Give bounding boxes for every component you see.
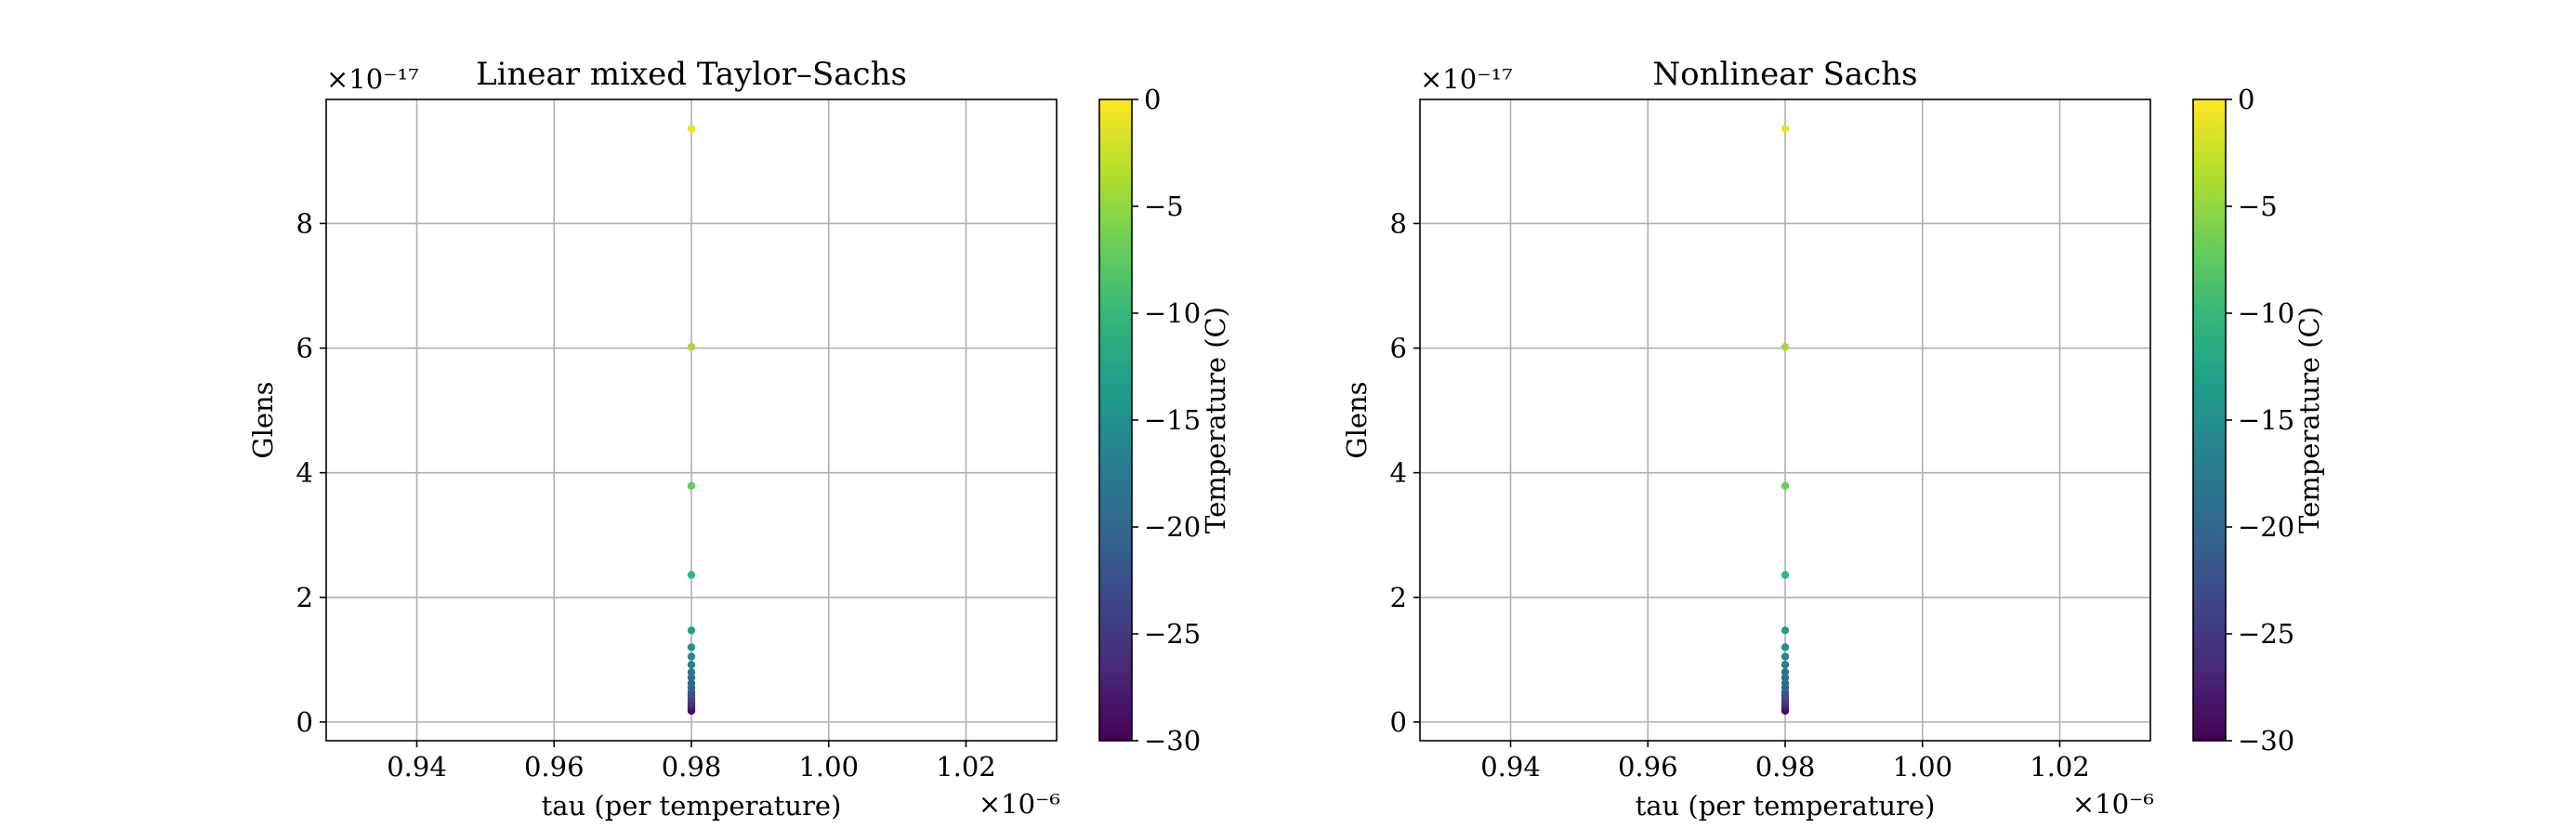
colorbar-tick-label: −30	[2238, 725, 2294, 757]
colorbar-tick-label: −25	[1144, 618, 1201, 650]
y-tick-label: 8	[296, 207, 313, 239]
x-tick-label: 1.00	[798, 751, 859, 783]
y-axis-label: Glens	[247, 381, 279, 458]
y-offset-label: ×10⁻¹⁷	[326, 63, 419, 95]
y-tick-label: 2	[296, 582, 313, 613]
x-tick-label: 0.98	[1755, 751, 1816, 783]
colorbar-tick-label: −10	[1144, 297, 1201, 329]
y-tick-label: 2	[1390, 582, 1407, 613]
x-tick-label: 1.00	[1892, 751, 1952, 783]
colorbar-tick-label: −5	[1144, 191, 1184, 222]
scatter-point	[687, 668, 696, 677]
scatter-point	[687, 679, 696, 688]
colorbar-tick-label: 0	[1144, 84, 1161, 115]
colorbar-tick-label: −30	[1144, 725, 1201, 757]
scatter-point	[687, 571, 696, 579]
x-tick-label: 0.94	[387, 751, 447, 783]
colorbar-tick-label: −20	[1144, 511, 1201, 543]
scatter-point	[687, 652, 696, 661]
scatter-point	[1781, 481, 1790, 490]
colorbar-tick-label: −5	[2238, 191, 2278, 222]
panel-linear-mixed-taylor-sachs: 0.94 0.96 0.98 1.00 1.02 0 2 4 6 8 Linear mixed Ta…	[247, 56, 1231, 822]
y-tick-label: 0	[296, 706, 313, 738]
x-offset-label: ×10⁻⁶	[979, 788, 1060, 820]
x-tick-label: 0.96	[1618, 751, 1678, 783]
scatter-point	[687, 125, 696, 133]
colorbar-tick-label: 0	[2238, 84, 2254, 115]
chart-title: Linear mixed Taylor–Sachs	[476, 56, 907, 93]
y-tick-label: 4	[1390, 457, 1407, 489]
colorbar-tick-label: −10	[2238, 297, 2294, 329]
x-axis-label: tau (per temperature)	[1636, 790, 1936, 822]
x-tick-label: 1.02	[2030, 751, 2090, 783]
scatter-point	[1781, 652, 1790, 661]
x-tick-label: 0.96	[524, 751, 585, 783]
x-tick-label: 0.98	[662, 751, 722, 783]
y-axis-label: Glens	[1341, 381, 1373, 458]
scatter-point	[687, 674, 696, 682]
y-tick-label: 0	[1390, 706, 1407, 738]
scatter-point	[1781, 571, 1790, 579]
scatter-point	[687, 643, 696, 651]
y-tick-label: 6	[1390, 333, 1407, 364]
scatter-point	[1781, 668, 1790, 677]
colorbar-label: Temperature (C)	[2293, 307, 2325, 533]
scatter-point	[1781, 343, 1790, 351]
scatter-point	[687, 481, 696, 490]
scatter-point	[1781, 125, 1790, 133]
x-offset-label: ×10⁻⁶	[2072, 788, 2154, 820]
colorbar-tick-label: −15	[2238, 404, 2294, 436]
x-tick-label: 1.02	[936, 751, 996, 783]
colorbar	[2192, 99, 2227, 742]
colorbar-tick-label: −25	[2238, 618, 2294, 650]
scatter-point	[1781, 643, 1790, 651]
chart-title: Nonlinear Sachs	[1652, 56, 1917, 93]
scatter-point	[1781, 674, 1790, 682]
scatter-point	[687, 660, 696, 669]
x-axis-label: tau (per temperature)	[542, 790, 842, 822]
scatter-point	[1781, 679, 1790, 688]
x-tick-label: 0.94	[1480, 751, 1541, 783]
colorbar	[1098, 99, 1133, 742]
colorbar-tick-label: −20	[2238, 511, 2294, 543]
y-offset-label: ×10⁻¹⁷	[1420, 63, 1513, 95]
scatter-point	[687, 343, 696, 351]
colorbar-tick-label: −15	[1144, 404, 1201, 436]
y-tick-label: 8	[1390, 207, 1407, 239]
scatter-point	[687, 626, 696, 635]
y-tick-label: 6	[296, 333, 313, 364]
colorbar-label: Temperature (C)	[1200, 307, 1231, 533]
y-tick-label: 4	[296, 457, 313, 489]
scatter-point	[1781, 660, 1790, 669]
panel-nonlinear-sachs: 0.94 0.96 0.98 1.00 1.02 0 2 4 6 8 Nonlinear Sachs…	[1341, 56, 2325, 822]
scatter-point	[1781, 626, 1790, 635]
